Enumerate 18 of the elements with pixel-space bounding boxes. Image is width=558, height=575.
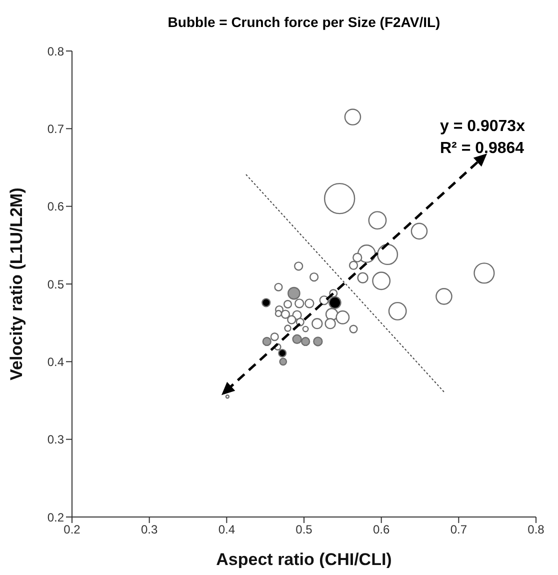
y-tick-label: 0.2 bbox=[47, 510, 64, 524]
annotation: y = 0.9073x bbox=[440, 117, 525, 137]
y-tick-label: 0.6 bbox=[47, 200, 64, 214]
annotation: R² = 0.9864 bbox=[440, 139, 525, 159]
y-tick-label: 0.5 bbox=[47, 277, 64, 292]
y-tick-label: 0.8 bbox=[47, 44, 64, 58]
x-tick-label: 0.6 bbox=[372, 522, 390, 537]
y-axis-title: Velocity ratio (L1U/L2M) bbox=[7, 188, 26, 380]
y-tick-label: 0.3 bbox=[47, 432, 64, 447]
x-tick-label: 0.7 bbox=[450, 522, 468, 537]
x-tick-label: 0.2 bbox=[64, 522, 81, 537]
x-tick-label: 0.3 bbox=[140, 522, 158, 537]
chart-title: Bubble = Crunch force per Size (F2AV/IL) bbox=[166, 14, 442, 30]
y-tick-label: 0.4 bbox=[47, 354, 64, 369]
x-tick-label: 0.5 bbox=[296, 522, 313, 537]
x-tick-label: 0.4 bbox=[218, 522, 236, 537]
x-tick-label: 0.8 bbox=[528, 522, 545, 537]
y-tick-label: 0.7 bbox=[47, 122, 64, 136]
